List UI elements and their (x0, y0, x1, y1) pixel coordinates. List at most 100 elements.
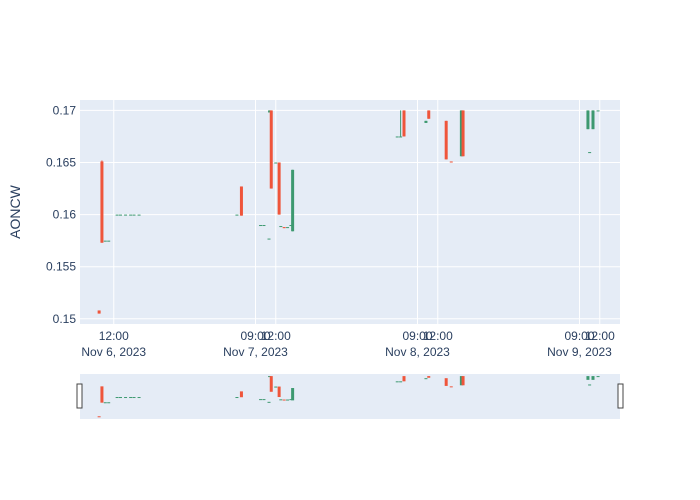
mini-candle (100, 386, 104, 403)
candle[interactable] (268, 110, 272, 113)
mini-candle (274, 386, 278, 388)
mini-candle (424, 378, 428, 380)
candle-body (279, 226, 283, 228)
mini-candle (591, 376, 595, 380)
candle[interactable] (279, 226, 283, 228)
rangeslider-handle-left[interactable] (76, 383, 83, 409)
rangeslider-candles (97, 376, 600, 418)
candle[interactable] (100, 160, 104, 243)
x-tick-date-label: Nov 7, 2023 (223, 345, 288, 359)
mini-candle (427, 376, 431, 378)
candle[interactable] (444, 120, 448, 160)
candle[interactable] (137, 214, 141, 216)
candle-body (267, 238, 271, 240)
y-tick-labels: 0.15 0.155 0.16 0.165 0.17 (46, 103, 76, 325)
mini-candle (262, 399, 266, 401)
candle-body (274, 162, 278, 164)
candle-body (97, 310, 101, 314)
candle[interactable] (461, 110, 465, 157)
mini-candle (103, 402, 107, 404)
candle-body (137, 214, 141, 216)
candle[interactable] (399, 110, 403, 138)
mini-candle (461, 376, 465, 386)
candle[interactable] (124, 214, 128, 216)
candle[interactable] (239, 186, 243, 216)
candle[interactable] (107, 240, 111, 242)
x-tick-date-label: Nov 6, 2023 (81, 345, 146, 359)
candle[interactable] (289, 225, 293, 227)
x-tick-label: 09:00 (402, 329, 432, 343)
candle[interactable] (591, 110, 595, 130)
candle-body (268, 110, 272, 113)
rangeslider-background[interactable] (80, 374, 620, 419)
candle[interactable] (119, 214, 122, 216)
candle[interactable] (259, 225, 263, 227)
candle-body (119, 214, 122, 216)
candle-body (286, 227, 290, 229)
candle[interactable] (402, 110, 406, 137)
candle[interactable] (291, 169, 295, 232)
x-tick-label: 12:00 (99, 329, 129, 343)
x-tick-date-label: Nov 9, 2023 (547, 345, 612, 359)
candle-body (427, 110, 431, 119)
candle[interactable] (129, 214, 133, 216)
mini-candle (269, 376, 273, 392)
candle[interactable] (459, 110, 463, 157)
candle[interactable] (103, 240, 107, 242)
y-axis-title: AONCW (7, 184, 23, 238)
candle[interactable] (588, 152, 592, 154)
candle[interactable] (115, 214, 119, 216)
candle[interactable] (286, 227, 290, 229)
candle[interactable] (277, 162, 281, 215)
candle[interactable] (97, 310, 101, 314)
candle-body (239, 186, 243, 216)
candle[interactable] (269, 110, 273, 189)
mini-candle (277, 386, 281, 398)
mini-candle (399, 381, 403, 383)
mini-candle (107, 402, 111, 404)
x-tick-date-label: Nov 8, 2023 (385, 345, 450, 359)
candle[interactable] (449, 161, 453, 163)
x-tick-label: 12:00 (423, 329, 453, 343)
y-gridlines (80, 109, 620, 320)
candle-body (588, 152, 592, 154)
y-tick-label: 0.155 (46, 260, 76, 274)
candle-body (449, 161, 453, 163)
candle[interactable] (274, 162, 278, 164)
candle-body (124, 214, 128, 216)
x-tick-label: 12:00 (261, 329, 291, 343)
rangeslider-handle-right[interactable] (617, 383, 624, 409)
x-tick-label: 09:00 (240, 329, 270, 343)
candle[interactable] (424, 120, 428, 123)
candle[interactable] (395, 136, 399, 138)
mini-candle (132, 397, 136, 399)
mini-candle (291, 388, 295, 401)
mini-candle (115, 397, 119, 399)
candle-body (277, 162, 281, 215)
candle[interactable] (132, 214, 136, 216)
mini-candle (286, 399, 290, 401)
candle-body (402, 110, 406, 137)
candle[interactable] (235, 214, 239, 216)
candle-body (115, 214, 119, 216)
candle[interactable] (596, 110, 600, 112)
mini-candle (137, 397, 141, 399)
y-tick-label: 0.165 (46, 156, 76, 170)
candle[interactable] (427, 110, 431, 119)
candle[interactable] (262, 225, 266, 227)
candle[interactable] (267, 238, 271, 240)
plot-background (80, 100, 620, 324)
mini-candle (259, 399, 263, 401)
y-tick-label: 0.16 (53, 208, 77, 222)
candle-body (132, 214, 136, 216)
mini-candle (459, 376, 463, 386)
x-gridlines (113, 100, 601, 324)
candle-body (591, 110, 595, 130)
candles-layer[interactable] (97, 110, 600, 314)
candle-body (596, 110, 600, 112)
mini-candle (596, 376, 600, 378)
candle[interactable] (586, 110, 590, 130)
candle[interactable] (282, 227, 286, 229)
